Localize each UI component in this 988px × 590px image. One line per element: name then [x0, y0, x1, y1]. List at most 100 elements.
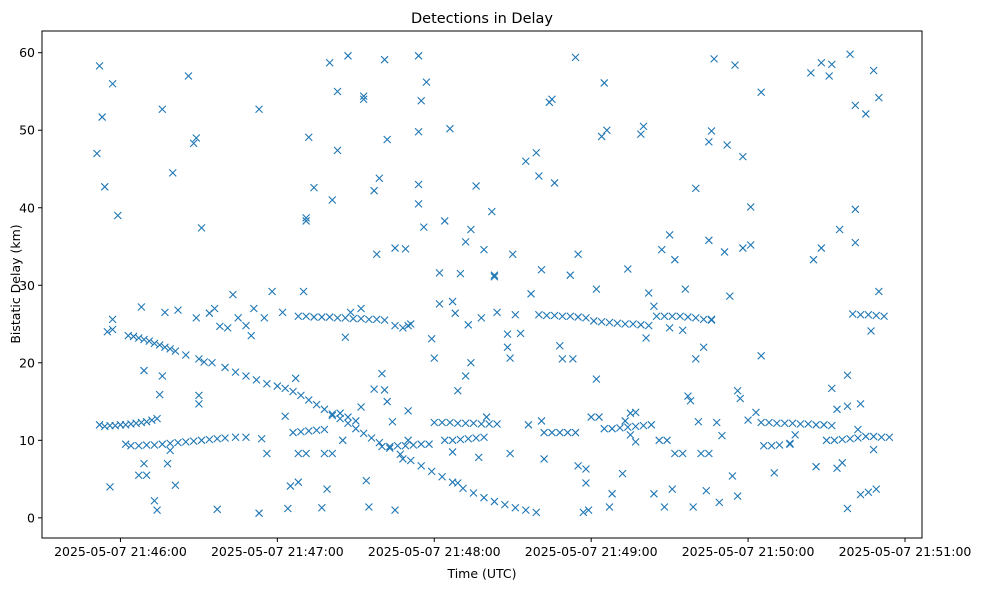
data-point-marker: [142, 471, 151, 480]
data-point-marker: [704, 449, 713, 458]
data-point-marker: [200, 358, 209, 366]
data-point-marker: [838, 458, 847, 467]
data-point-marker: [127, 441, 135, 450]
data-point-marker: [765, 418, 773, 427]
data-point-marker: [161, 343, 169, 352]
data-point-marker: [320, 449, 329, 458]
data-point-marker: [490, 497, 499, 506]
data-point-marker: [861, 432, 870, 441]
data-point-marker: [349, 314, 358, 323]
data-point-marker: [359, 95, 368, 104]
data-point-marker: [689, 503, 698, 511]
data-point-marker: [540, 428, 548, 437]
data-point-marker: [506, 354, 515, 363]
data-point-marker: [93, 149, 101, 158]
data-point-marker: [195, 355, 203, 363]
data-point-marker: [215, 322, 224, 331]
data-point-marker: [388, 417, 397, 426]
data-point-marker: [587, 413, 596, 421]
data-point-marker: [166, 439, 175, 448]
data-point-marker: [856, 310, 865, 319]
data-point-marker: [665, 230, 674, 239]
data-point-marker: [668, 312, 677, 321]
data-point-marker: [359, 429, 368, 438]
data-point-marker: [809, 255, 818, 264]
data-point-marker: [438, 418, 447, 427]
data-point-marker: [678, 449, 687, 458]
data-point-marker: [660, 503, 669, 511]
data-point-marker: [430, 418, 439, 427]
data-point-marker: [639, 421, 648, 430]
data-point-marker: [351, 417, 360, 425]
data-point-marker: [372, 250, 381, 259]
data-point-marker: [806, 68, 815, 77]
data-point-marker: [681, 285, 690, 294]
data-point-marker: [302, 217, 311, 225]
data-point-marker: [197, 224, 206, 232]
data-point-marker: [221, 434, 229, 442]
y-tick-label: 10: [19, 433, 35, 448]
data-point-marker: [142, 417, 151, 426]
data-point-marker: [137, 303, 146, 311]
y-tick-label: 20: [19, 355, 35, 370]
data-point-marker: [359, 92, 368, 101]
data-point-marker: [733, 386, 742, 395]
data-point-marker: [448, 436, 457, 445]
data-point-marker: [406, 456, 415, 465]
data-point-marker: [623, 265, 632, 273]
data-point-marker: [532, 148, 541, 157]
data-point-marker: [140, 459, 148, 468]
data-point-marker: [846, 434, 854, 443]
data-point-marker: [555, 341, 564, 350]
data-point-marker: [485, 420, 494, 428]
data-point-marker: [676, 312, 684, 321]
data-point-marker: [435, 268, 444, 277]
data-point-marker: [134, 334, 143, 342]
data-point-marker: [234, 313, 243, 322]
data-point-marker: [608, 489, 616, 498]
data-point-marker: [404, 321, 413, 330]
data-point-marker: [835, 225, 844, 234]
data-point-marker: [297, 427, 305, 436]
data-point-marker: [571, 53, 580, 62]
data-point-marker: [147, 416, 156, 425]
data-point-marker: [451, 309, 460, 318]
data-point-marker: [98, 113, 107, 121]
data-point-marker: [456, 435, 465, 444]
data-point-marker: [752, 408, 760, 417]
data-point-marker: [838, 435, 847, 444]
data-point-marker: [506, 449, 515, 458]
data-point-marker: [817, 58, 826, 67]
data-point-marker: [613, 319, 622, 328]
data-point-marker: [333, 313, 342, 322]
data-point-marker: [153, 506, 161, 514]
data-point-marker: [827, 421, 836, 430]
data-point-marker: [310, 313, 318, 321]
data-point-marker: [665, 324, 674, 332]
data-point-marker: [378, 369, 386, 378]
data-point-marker: [302, 312, 311, 321]
data-point-marker: [582, 465, 590, 473]
data-point-marker: [268, 287, 277, 296]
data-point-marker: [697, 449, 705, 458]
data-point-marker: [566, 312, 575, 321]
data-point-marker: [516, 329, 525, 338]
data-point-marker: [720, 248, 729, 256]
data-point-marker: [704, 137, 713, 146]
data-point-marker: [140, 366, 148, 375]
data-point-marker: [626, 431, 635, 439]
y-axis-label: Bistatic Delay (km): [8, 224, 23, 343]
data-point-marker: [746, 203, 755, 211]
data-point-marker: [166, 446, 175, 455]
data-point-marker: [851, 238, 860, 247]
data-point-marker: [532, 508, 541, 517]
data-point-marker: [775, 441, 784, 449]
data-point-marker: [524, 420, 533, 429]
data-point-marker: [333, 146, 342, 155]
data-point-marker: [391, 506, 399, 514]
data-point-marker: [453, 386, 462, 395]
data-point-marker: [312, 400, 321, 409]
data-point-marker: [163, 459, 172, 468]
data-point-marker: [401, 441, 410, 450]
data-point-marker: [592, 375, 601, 383]
